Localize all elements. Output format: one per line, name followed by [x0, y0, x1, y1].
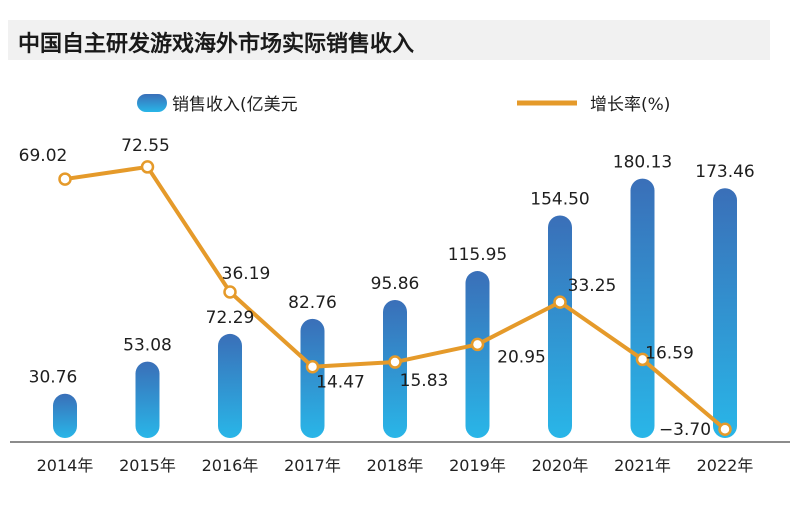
x-tick-label: 2021年	[614, 456, 671, 475]
x-tick-label: 2020年	[532, 456, 589, 475]
bar-value-label: 154.50	[530, 190, 589, 210]
bar-value-label: 72.29	[206, 308, 255, 328]
chart-title: 中国自主研发游戏海外市场实际销售收入	[18, 32, 415, 57]
x-tick-label: 2018年	[367, 456, 424, 475]
x-tick-label: 2017年	[284, 456, 341, 475]
x-tick-label: 2016年	[202, 456, 259, 475]
title-bar: 中国自主研发游戏海外市场实际销售收入	[8, 20, 770, 60]
legend: 销售收入(亿美元 增长率(%)	[137, 94, 670, 115]
bar	[383, 299, 407, 438]
growth-rate-point	[635, 352, 650, 367]
growth-rate-label: 69.02	[19, 146, 68, 166]
x-tick-label: 2014年	[37, 456, 94, 475]
bar	[300, 318, 325, 438]
bar-value-label: 95.86	[371, 274, 420, 294]
legend-line-label: 增长率(%)	[590, 95, 670, 115]
bar-value-label: 173.46	[695, 162, 754, 182]
growth-rate-label: 33.25	[568, 276, 617, 296]
bar-value-label: 30.76	[29, 368, 78, 388]
bar-value-label: 53.08	[123, 336, 172, 356]
bar-value-label: 180.13	[613, 153, 672, 173]
bar-value-label: 115.95	[448, 245, 507, 265]
growth-rate-point	[553, 295, 567, 309]
x-tick-label: 2015年	[119, 456, 176, 475]
bar	[53, 393, 77, 438]
growth-rate-point	[58, 172, 72, 186]
bar	[218, 333, 242, 438]
legend-bar-swatch	[137, 94, 167, 112]
growth-rate-point	[470, 337, 485, 352]
growth-rate-point	[140, 160, 155, 174]
growth-rate-label: 16.59	[645, 343, 694, 363]
bar	[548, 215, 572, 438]
growth-rate-label: 36.19	[222, 264, 271, 284]
bar	[465, 271, 490, 438]
x-tick-label: 2022年	[697, 456, 754, 475]
growth-rate-label: 72.55	[121, 136, 170, 156]
x-tick-label: 2019年	[449, 456, 506, 475]
x-ticks: 2014年 2015年 2016年 2017年 2018年 2019年 2020年 2021年…	[37, 456, 754, 475]
bar	[135, 361, 160, 438]
bar	[713, 188, 737, 438]
growth-rate-point	[388, 355, 402, 369]
growth-rate-label: 14.47	[316, 373, 365, 393]
bars-layer	[53, 178, 737, 438]
growth-rate-point	[305, 359, 320, 374]
growth-rate-label: −3.70	[659, 420, 711, 440]
growth-rate-label: 15.83	[400, 371, 449, 391]
labels-layer: 30.76 53.08 72.29 82.76 95.86 115.95 154.50 180…	[19, 136, 755, 440]
line-layer	[58, 160, 732, 436]
bar	[630, 178, 655, 438]
legend-bar-label: 销售收入(亿美元	[172, 95, 298, 115]
bar-value-label: 82.76	[288, 293, 337, 313]
growth-rate-point	[718, 422, 732, 436]
growth-rate-point	[223, 285, 237, 299]
growth-rate-label: 20.95	[497, 347, 546, 367]
